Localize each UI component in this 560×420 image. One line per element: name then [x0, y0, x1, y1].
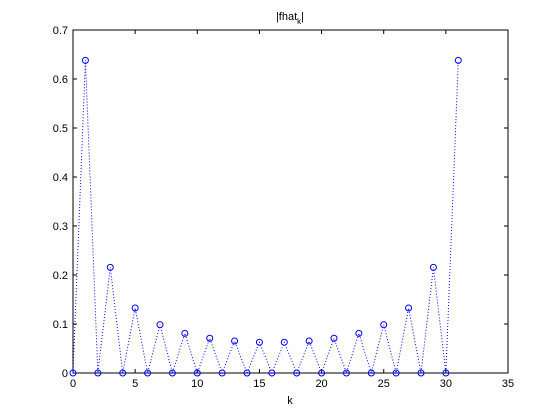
point [454, 56, 462, 64]
point [218, 369, 226, 377]
point [367, 369, 375, 377]
y-tick-label: 0.5 [53, 123, 68, 135]
point [392, 369, 400, 377]
point [417, 369, 425, 377]
x-tick-label: 20 [315, 378, 327, 390]
x-axis-label: k [287, 395, 293, 407]
point [380, 321, 388, 329]
y-tick-label: 0.2 [53, 270, 68, 282]
point [255, 338, 263, 346]
y-tick-label: 0.7 [53, 25, 68, 37]
point [69, 369, 77, 377]
x-tick-label: 5 [132, 378, 138, 390]
point [181, 329, 189, 337]
point [243, 369, 251, 377]
point [405, 304, 413, 312]
title-text: |fhat [276, 11, 297, 23]
point [442, 369, 450, 377]
point [193, 369, 201, 377]
point [355, 329, 363, 337]
point [231, 337, 239, 345]
point [119, 369, 127, 377]
point [280, 338, 288, 346]
point [156, 321, 164, 329]
point [131, 304, 139, 312]
x-tick-label: 35 [502, 378, 514, 390]
x-tick-label: 15 [253, 378, 265, 390]
point [144, 369, 152, 377]
plot-box [72, 29, 509, 374]
point [293, 369, 301, 377]
point [206, 334, 214, 342]
point [429, 263, 437, 271]
title-end: | [301, 11, 304, 23]
x-tick-label: 10 [191, 378, 203, 390]
point [318, 369, 326, 377]
point [342, 369, 350, 377]
point [168, 369, 176, 377]
point [94, 369, 102, 377]
point [268, 369, 276, 377]
chart-title: |fhatk| [276, 11, 304, 26]
y-tick-label: 0.6 [53, 74, 68, 86]
y-tick-label: 0.3 [53, 221, 68, 233]
point [330, 334, 338, 342]
x-tick-label: 30 [440, 378, 452, 390]
series-line [72, 60, 459, 375]
y-tick-label: 0 [62, 368, 68, 380]
point [305, 337, 313, 345]
y-tick-label: 0.1 [53, 319, 68, 331]
x-tick-label: 0 [70, 378, 76, 390]
x-tick-label: 25 [378, 378, 390, 390]
point [106, 263, 114, 271]
title-subscript: k [297, 17, 302, 26]
point [81, 56, 89, 64]
y-tick-label: 0.4 [53, 172, 68, 184]
